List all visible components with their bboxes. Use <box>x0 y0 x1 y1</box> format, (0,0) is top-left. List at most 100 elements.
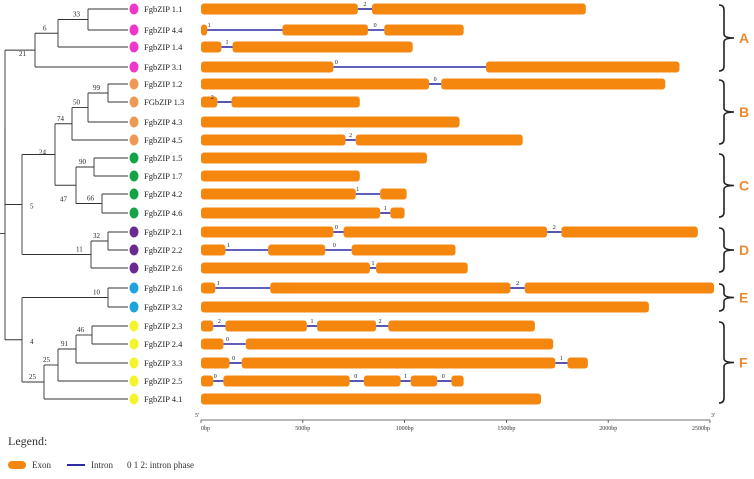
intron-phase-label: 1 <box>372 261 375 267</box>
gene-label: FgbZIP 1.4 <box>144 42 183 52</box>
intron-phase-label: 1 <box>208 23 211 29</box>
gene-structure-row: 0 <box>201 77 666 90</box>
axis-tick-label: 1000bp <box>396 426 414 432</box>
intron-legend-label: Intron <box>91 460 113 470</box>
intron-phase-label: 0 <box>374 23 377 29</box>
exon-block <box>384 24 464 36</box>
exon-block <box>317 320 377 332</box>
gene-label: FgbZIP 4.5 <box>144 135 182 145</box>
phylogenetic-tree <box>0 8 128 400</box>
gene-label: FgbZIP 1.7 <box>144 171 182 181</box>
exon-block <box>376 262 468 274</box>
exon-block <box>201 320 214 332</box>
bootstrap-value: 46 <box>77 326 85 334</box>
bootstrap-value: 50 <box>73 99 81 107</box>
bootstrap-value: 5 <box>30 203 34 211</box>
exon-block <box>201 24 208 36</box>
cluster-dot <box>129 207 139 219</box>
gene-structure-row <box>201 116 460 128</box>
intron-phase-label: 2 <box>349 133 352 139</box>
exon-block <box>201 262 370 274</box>
gene-label: FgbZIP 2.5 <box>144 376 182 386</box>
length-axis: 0bp 500bp 1000bp 1500bp 2000bp 2500bp 5' 3' <box>195 413 715 432</box>
group-letter: A <box>739 30 749 46</box>
axis-5prime-label: 5' <box>195 413 199 419</box>
axis-tick-label: 500bp <box>295 426 310 432</box>
exon-block <box>363 375 401 387</box>
cluster-dot <box>129 338 139 350</box>
cluster-dot <box>129 375 139 387</box>
intron-phase-label: 1 <box>227 243 230 249</box>
bootstrap-value: 47 <box>60 195 68 203</box>
group-letter: F <box>739 355 748 371</box>
gene-label: FgbZIP 2.2 <box>144 245 182 255</box>
intron-phase-label: 1 <box>384 206 387 212</box>
cluster-dot <box>129 3 139 15</box>
axis-tick-label: 0bp <box>201 426 210 432</box>
intron-phase-label: 0 <box>335 60 338 66</box>
axis-tick-label: 2500bp <box>692 426 710 432</box>
gene-structure-row: 2 1 2 <box>201 319 535 332</box>
exon-block <box>282 24 368 36</box>
gene-structure-row: 2 <box>201 2 586 15</box>
exon-block <box>201 3 358 15</box>
exon-block <box>201 393 542 405</box>
exon-block <box>232 41 413 53</box>
exon-block <box>201 170 360 182</box>
exon-block <box>201 78 430 90</box>
intron-phase-label: 0 <box>434 77 437 83</box>
intron-phase-label: 0 <box>226 337 229 343</box>
bootstrap-value: 11 <box>76 246 83 254</box>
bootstrap-value: 21 <box>19 50 27 58</box>
gene-structure-row <box>201 393 542 405</box>
exon-block <box>380 188 407 200</box>
intron-phase-label: 0 <box>442 374 445 380</box>
gene-structure-row: 1 <box>201 261 468 274</box>
exon-block <box>231 96 360 108</box>
gene-structure-row <box>201 152 427 164</box>
exon-block <box>561 226 698 238</box>
cluster-dot <box>129 96 139 108</box>
gene-structure-row: 1 <box>201 187 407 200</box>
exon-block <box>201 96 218 108</box>
intron-phase-label: 2 <box>211 95 214 101</box>
exon-block <box>567 357 588 369</box>
cluster-dot <box>129 116 139 128</box>
exon-block <box>451 375 464 387</box>
cluster-dot <box>129 226 139 238</box>
gene-label: FgbZIP 2.1 <box>144 227 182 237</box>
exon-block <box>410 375 438 387</box>
exon-block <box>201 282 216 294</box>
intron-phase-label: 1 <box>404 374 407 380</box>
bootstrap-value: 24 <box>39 149 47 157</box>
gene-label: FgbZIP 4.1 <box>144 394 182 404</box>
intron-phase-label: 1 <box>310 319 313 325</box>
intron-phase-label: 1 <box>356 187 359 193</box>
group-letter: C <box>739 178 749 194</box>
exon-block <box>245 338 554 350</box>
gene-structure-row <box>201 301 649 313</box>
cluster-dot <box>129 78 139 90</box>
cluster-dot <box>129 134 139 146</box>
cluster-dot <box>129 61 139 73</box>
bootstrap-value: 33 <box>73 11 81 19</box>
intron-phase-label: 0 <box>214 374 217 380</box>
intron-phase-label: 0 <box>232 356 235 362</box>
exon-block <box>201 244 226 256</box>
gene-label: FgbZIP 3.3 <box>144 358 182 368</box>
exon-block <box>351 244 456 256</box>
intron-phase-note: 0 1 2: intron phase <box>127 460 194 470</box>
group-letter: D <box>739 242 749 258</box>
intron-phase-label: 2 <box>379 319 382 325</box>
cluster-dot <box>129 152 139 164</box>
cluster-dot <box>129 357 139 369</box>
gene-label: FgbZIP 3.1 <box>144 62 182 72</box>
gene-structure-row: 2 <box>201 133 523 146</box>
exon-block <box>201 338 224 350</box>
bootstrap-value: 6 <box>43 24 47 32</box>
exon-block <box>241 357 556 369</box>
gene-label: FGbZIP 1.3 <box>144 97 184 107</box>
exon-block <box>390 207 405 219</box>
exon-block <box>201 301 649 313</box>
